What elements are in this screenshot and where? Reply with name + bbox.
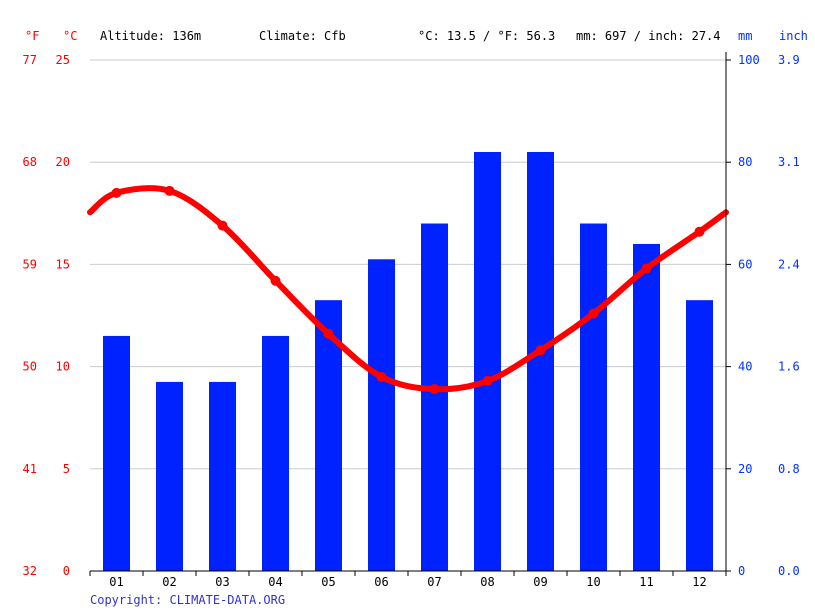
- y-tick-mm: 80: [738, 155, 752, 169]
- precipitation-bar: [262, 335, 289, 571]
- temperature-point: [270, 275, 281, 286]
- y-tick-celsius: 5: [63, 462, 70, 476]
- y-tick-inch: 2.4: [778, 257, 800, 271]
- temperature-point: [694, 226, 705, 237]
- precipitation-bar: [580, 223, 607, 571]
- precipitation-bar: [686, 300, 713, 571]
- temperature-point: [482, 375, 493, 386]
- x-tick-month: 07: [427, 575, 441, 589]
- precipitation-bar: [156, 381, 183, 571]
- x-tick-month: 01: [109, 575, 123, 589]
- gridlines: [90, 59, 726, 470]
- y-tick-celsius: 15: [56, 257, 70, 271]
- y-tick-mm: 0: [738, 564, 745, 578]
- y-tick-celsius: 20: [56, 155, 70, 169]
- temperature-point: [217, 220, 228, 231]
- y-tick-mm: 100: [738, 53, 760, 67]
- precipitation-bar: [474, 151, 501, 572]
- y-tick-inch: 3.1: [778, 155, 800, 169]
- y-tick-fahrenheit: 68: [23, 155, 37, 169]
- temperature-point: [111, 187, 122, 198]
- precipitation-bar: [527, 151, 554, 572]
- x-tick-month: 08: [480, 575, 494, 589]
- y-tick-fahrenheit: 32: [23, 564, 37, 578]
- x-tick-month: 04: [268, 575, 282, 589]
- y-tick-inch: 3.9: [778, 53, 800, 67]
- y-tick-mm: 40: [738, 360, 752, 374]
- y-tick-fahrenheit: 41: [23, 462, 37, 476]
- temperature-average-label: °C: 13.5 / °F: 56.3: [418, 29, 555, 43]
- inch-unit-label: inch: [779, 29, 808, 43]
- temperature-point: [535, 345, 546, 356]
- temperature-curve: [87, 185, 729, 393]
- x-tick-month: 05: [321, 575, 335, 589]
- temperature-point: [641, 263, 652, 274]
- x-tick-month: 02: [162, 575, 176, 589]
- x-tick-month: 11: [639, 575, 653, 589]
- precipitation-bar: [421, 223, 448, 571]
- temperature-point: [323, 328, 334, 339]
- y-tick-inch: 1.6: [778, 360, 800, 374]
- precipitation-bars: [103, 151, 713, 572]
- precipitation-bar: [103, 335, 130, 571]
- y-tick-celsius: 10: [56, 360, 70, 374]
- temperature-point: [429, 384, 440, 395]
- y-tick-celsius: 0: [63, 564, 70, 578]
- tick-labels: 32 0 0 0.0 41 5 20 0.8 50 10 40 1.6 59 15 60 2.4 68 20 80 3…: [23, 53, 800, 589]
- precipitation-bar: [368, 259, 395, 571]
- celsius-unit-label: °C: [63, 29, 77, 43]
- y-tick-celsius: 25: [56, 53, 70, 67]
- y-tick-mm: 20: [738, 462, 752, 476]
- x-tick-month: 06: [374, 575, 388, 589]
- altitude-label: Altitude: 136m: [100, 29, 201, 43]
- x-tick-month: 03: [215, 575, 229, 589]
- climate-label: Climate: Cfb: [259, 29, 346, 43]
- x-tick-month: 10: [586, 575, 600, 589]
- temperature-point: [376, 371, 387, 382]
- y-tick-inch: 0.0: [778, 564, 800, 578]
- x-tick-month: 09: [533, 575, 547, 589]
- y-tick-fahrenheit: 50: [23, 360, 37, 374]
- y-tick-fahrenheit: 59: [23, 257, 37, 271]
- x-tick-month: 12: [692, 575, 706, 589]
- copyright-link[interactable]: Copyright: CLIMATE-DATA.ORG: [90, 593, 285, 607]
- temperature-point: [164, 185, 175, 196]
- y-tick-inch: 0.8: [778, 462, 800, 476]
- axes: [89, 52, 727, 576]
- precipitation-bar: [633, 243, 660, 571]
- temperature-line: [87, 185, 729, 395]
- mm-unit-label: mm: [738, 29, 752, 43]
- fahrenheit-unit-label: °F: [25, 29, 39, 43]
- precipitation-total-label: mm: 697 / inch: 27.4: [576, 29, 721, 43]
- precipitation-bar: [209, 381, 236, 571]
- temperature-point: [588, 308, 599, 319]
- y-tick-mm: 60: [738, 257, 752, 271]
- y-tick-fahrenheit: 77: [23, 53, 37, 67]
